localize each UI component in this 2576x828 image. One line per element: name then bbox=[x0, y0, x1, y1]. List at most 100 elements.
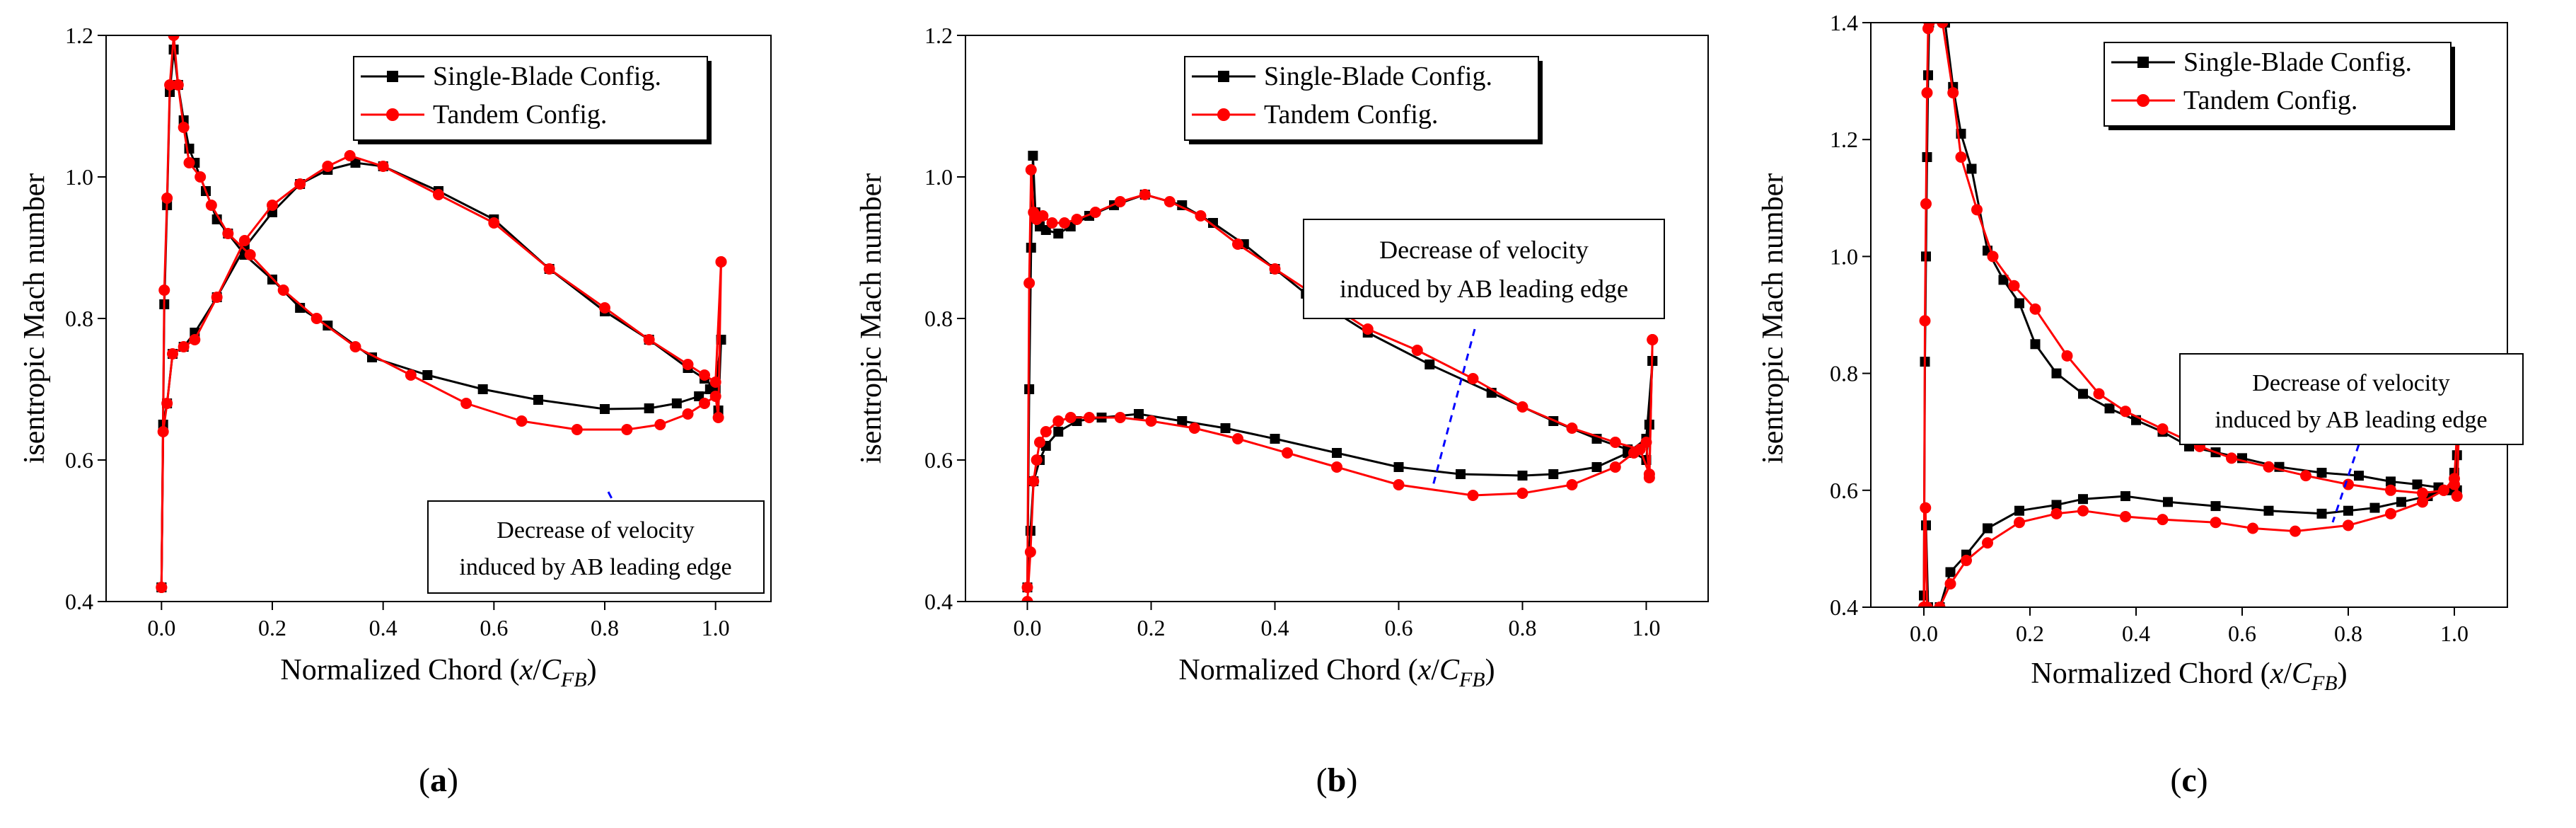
panel-b-legend-marker-single bbox=[1218, 71, 1229, 82]
panel-b-xlabel-var: x bbox=[1417, 654, 1432, 686]
panel-b-annotation-box bbox=[1303, 219, 1665, 319]
panel-c-xlabel-sub: FB bbox=[2311, 672, 2338, 695]
panel-c-xtick-label-5: 1.0 bbox=[2440, 621, 2468, 646]
panel-a-tandem-point-0-3 bbox=[164, 79, 176, 91]
panel-b-tandem-point-1-11 bbox=[1188, 422, 1200, 434]
panel-a-legend: Single-Blade Config. Tandem Config. bbox=[353, 56, 712, 144]
panel-c-single-blade-point-1-6 bbox=[1983, 523, 1992, 534]
panel-b-xtick-label-1: 0.2 bbox=[1137, 615, 1166, 640]
panel-b-tandem-point-0-2 bbox=[1025, 164, 1037, 176]
panel-c-ytick-label-4: 1.2 bbox=[1830, 127, 1858, 152]
panel-a-tandem-point-1-21 bbox=[715, 256, 727, 268]
panel-b-single-blade-point-1-12 bbox=[1332, 448, 1342, 458]
panel-c-tandem-point-1-8 bbox=[2050, 507, 2062, 519]
panel-c-xlabel: Normalized Chord (x/CFB) bbox=[2031, 657, 2347, 695]
panel-b-legend-label-single: Single-Blade Config. bbox=[1264, 62, 1492, 91]
panel-b-tandem-point-0-12 bbox=[1164, 196, 1176, 207]
panel-a-caption-letter: a bbox=[430, 761, 447, 799]
panel-b-xtick-label-3: 0.6 bbox=[1385, 615, 1413, 640]
panel-a-xtick-label-3: 0.6 bbox=[480, 615, 508, 640]
panel-a-xtick-label-5: 1.0 bbox=[702, 615, 730, 640]
panel-a-tandem-line-1 bbox=[160, 154, 722, 588]
panel-b-tandem-point-1-16 bbox=[1467, 490, 1479, 501]
panel-b-tandem-point-1-15 bbox=[1393, 479, 1405, 490]
panel-b-xtick-label-4: 0.8 bbox=[1509, 615, 1537, 640]
panel-b-xlabel-suffix: ) bbox=[1485, 654, 1495, 686]
panel-c-tandem-point-1-13 bbox=[2247, 522, 2258, 534]
panel-a-tandem-point-0-7 bbox=[183, 157, 195, 168]
panel-b-ylabel: isentropic Mach number bbox=[855, 173, 888, 464]
panel-b-single-blade-point-1-15 bbox=[1517, 471, 1528, 481]
panel-b-ytick-label-4: 1.2 bbox=[924, 23, 953, 48]
panel-b-single-blade-point-0-3 bbox=[1028, 151, 1038, 161]
panel-c-annotation-line1: Decrease of velocity bbox=[2252, 370, 2449, 396]
panel-b-tandem-point-1-9 bbox=[1114, 412, 1126, 423]
panel-a-tandem-point-1-5 bbox=[189, 334, 201, 345]
panel-c-single-blade-point-1-15 bbox=[2343, 505, 2353, 516]
panel-b-tandem-point-0-22 bbox=[1609, 437, 1621, 448]
panel-b-annotation-pointer bbox=[1431, 328, 1476, 489]
panel-c-tandem-point-0-22 bbox=[2385, 484, 2396, 496]
panel-c-tandem-point-1-6 bbox=[1982, 537, 1993, 549]
panel-b-single-blade-point-1-13 bbox=[1393, 462, 1404, 472]
panel-a-xlabel-prefix: Normalized Chord ( bbox=[280, 654, 519, 686]
panel-a-tandem-point-0-6 bbox=[178, 122, 190, 133]
panel-a-tandem-point-1-20 bbox=[709, 376, 721, 388]
panel-b-tandem-point-0-19 bbox=[1467, 373, 1479, 384]
panel-b-series-single-blade bbox=[1022, 151, 1658, 592]
panel-b-legend: Single-Blade Config. Tandem Config. bbox=[1184, 56, 1543, 144]
panel-a-tandem-point-0-21 bbox=[682, 408, 694, 420]
panel-b-tandem-point-0-10 bbox=[1114, 196, 1126, 207]
panel-a-legend-marker-tandem bbox=[386, 108, 399, 121]
panel-c-tandem-point-0-19 bbox=[2263, 461, 2275, 473]
panel-b-tandem-point-0-13 bbox=[1195, 210, 1207, 222]
panel-b-series-tandem bbox=[1021, 164, 1659, 602]
panel-a-tandem-point-1-4 bbox=[178, 341, 190, 352]
panel-b-xlabel: Normalized Chord (x/CFB) bbox=[1178, 654, 1495, 691]
panel-a-tandem-point-1-7 bbox=[238, 235, 250, 246]
panel-a-tandem-point-1-18 bbox=[682, 359, 694, 370]
panel-c-single-blade-point-1-9 bbox=[2078, 494, 2088, 505]
panel-b-tandem-point-0-18 bbox=[1411, 345, 1423, 356]
panel-c-caption: (c) bbox=[2170, 761, 2207, 799]
panel-c-single-blade-point-1-16 bbox=[2369, 502, 2380, 513]
panel-b-single-blade-point-1-16 bbox=[1548, 469, 1559, 479]
panel-a-annotation-box bbox=[427, 500, 765, 594]
panel-a-xlabel-slash: / bbox=[533, 654, 541, 686]
panel-a-tandem-point-0-24 bbox=[712, 412, 724, 423]
panel-b-tandem-point-1-13 bbox=[1282, 447, 1293, 459]
panel-c-tandem-point-1-9 bbox=[2077, 505, 2089, 517]
panel-a-tandem-point-1-12 bbox=[377, 161, 389, 172]
panel-c-single-blade-point-0-15 bbox=[2078, 389, 2088, 399]
panel-b-tandem-point-1-7 bbox=[1064, 412, 1077, 423]
panel-c-tandem-point-1-11 bbox=[2157, 514, 2169, 526]
panel-b-tandem-point-1-10 bbox=[1145, 415, 1157, 427]
panel-a-tandem-point-0-5 bbox=[172, 79, 184, 91]
panel-b-tandem-point-1-22 bbox=[1643, 472, 1655, 483]
panel-c-single-blade-point-0-25 bbox=[2386, 476, 2396, 487]
panel-b: 0.0 0.2 0.4 0.6 0.8 1.0 0.4 0.6 0.8 1.0 1.2 isentr… bbox=[855, 23, 1709, 799]
panel-a-single-blade-point-0-17 bbox=[422, 370, 433, 380]
panel-a-tandem-point-0-12 bbox=[277, 284, 289, 296]
panel-a-tandem-point-1-16 bbox=[599, 302, 610, 314]
panel-a-xlabel-var: x bbox=[519, 654, 533, 686]
panel-a-tandem-point-0-18 bbox=[571, 424, 583, 435]
panel-b-tandem-point-0-7 bbox=[1059, 217, 1070, 229]
panel-a-legend-label-single: Single-Blade Config. bbox=[433, 62, 661, 91]
panel-a-legend-label-tandem: Tandem Config. bbox=[433, 100, 607, 130]
panel-a-tandem-point-1-17 bbox=[643, 334, 655, 345]
panel-c-tandem-point-0-7 bbox=[1947, 87, 1959, 99]
panel-a-tandem-point-0-23 bbox=[709, 391, 721, 402]
panel-c-single-blade-point-1-10 bbox=[2120, 491, 2130, 502]
panel-c-xtick-label-1: 0.2 bbox=[2016, 621, 2044, 646]
panel-a-tandem-point-1-13 bbox=[433, 189, 444, 200]
panel-c-tandem-point-0-12 bbox=[2029, 303, 2041, 315]
panel-b-annotation-line2: induced by AB leading edge bbox=[1340, 275, 1628, 303]
panel-c-xtick-label-2: 0.4 bbox=[2122, 621, 2150, 646]
panel-a-tandem-point-1-14 bbox=[488, 217, 500, 229]
panel-a-xtick-label-0: 0.0 bbox=[147, 615, 175, 640]
panel-a-tandem-point-1-1 bbox=[157, 426, 169, 437]
panel-b-single-blade-point-0-13 bbox=[1208, 218, 1218, 228]
panel-c-tandem-point-0-8 bbox=[1955, 151, 1967, 163]
panel-b-plot bbox=[1021, 151, 1659, 602]
